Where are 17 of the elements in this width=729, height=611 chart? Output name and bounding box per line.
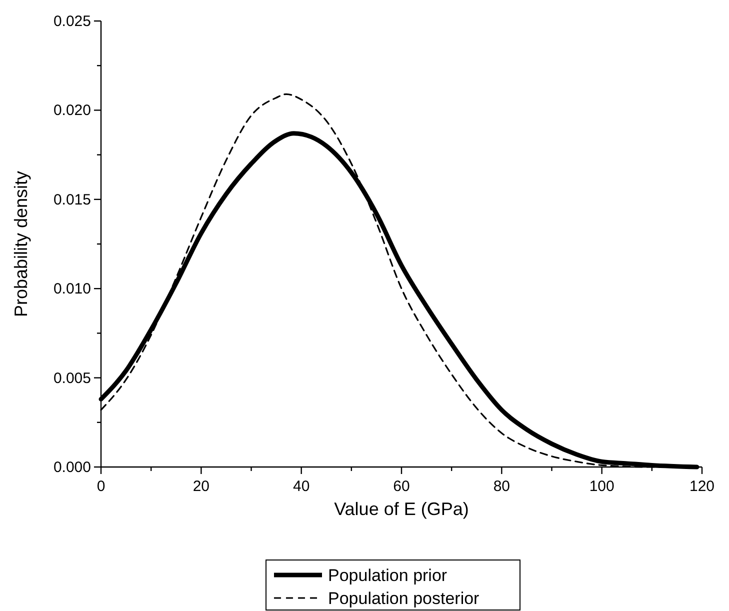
x-tick-label: 40 [292,478,310,495]
x-tick-label: 80 [493,478,510,495]
y-tick-label: 0.010 [53,280,91,298]
y-tick-label: 0.025 [53,13,91,30]
y-axis-title: Probability density [11,170,31,318]
legend-label: Population prior [328,566,448,585]
x-axis-title: Value of E (GPa) [334,499,469,519]
y-tick-label: 0.015 [53,191,91,208]
x-tick-label: 100 [589,478,614,495]
x-tick-label: 120 [689,478,715,495]
x-tick-label: 20 [192,478,210,495]
y-tick-label: 0.005 [53,370,91,387]
y-tick-label: 0.000 [53,459,91,476]
x-tick-label: 60 [393,478,410,495]
legend-label: Population posterior [328,589,480,608]
y-tick-label: 0.020 [53,102,91,120]
x-tick-label: 0 [96,478,106,495]
